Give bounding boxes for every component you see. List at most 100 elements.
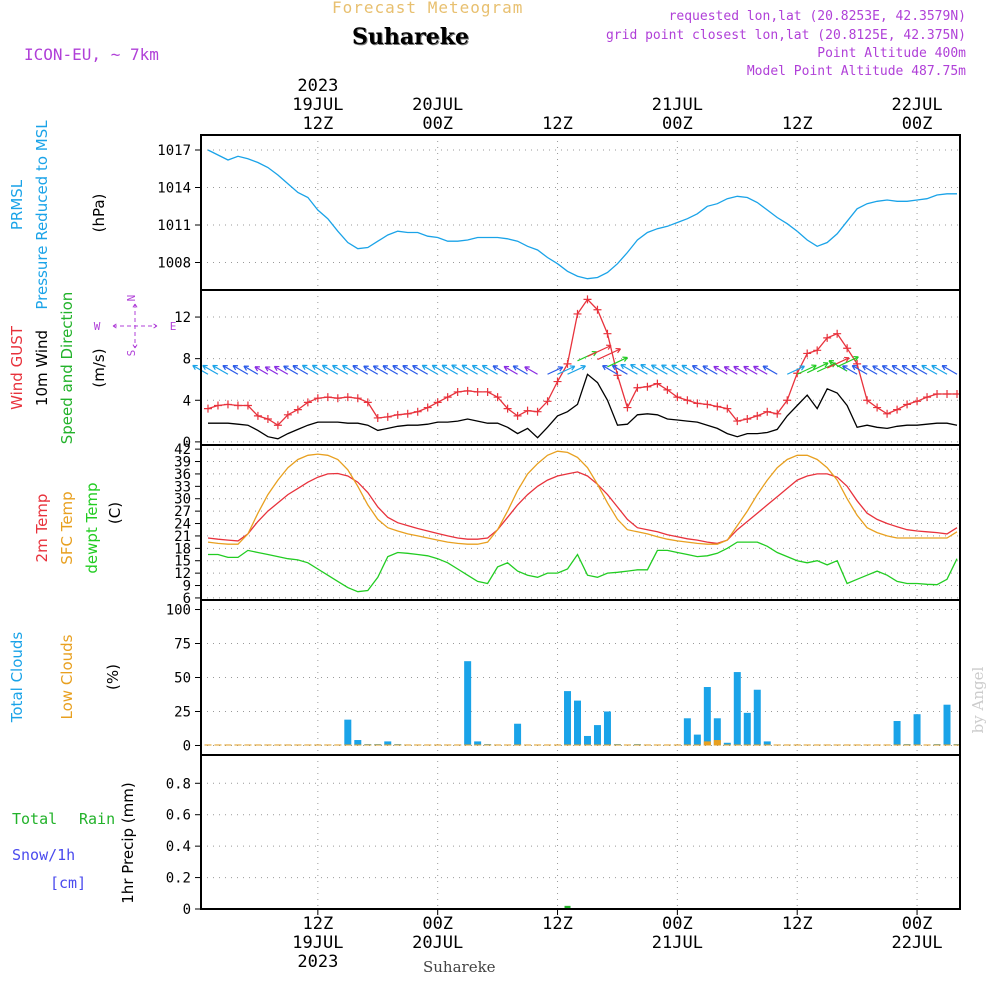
clouds-bar [244, 744, 252, 746]
temperature-series-line-2 [208, 541, 958, 593]
wind-direction-arrow [421, 364, 438, 375]
clouds-bar [334, 744, 342, 746]
temp-label-dewpt: dewpt Temp [83, 482, 101, 573]
clouds-bar [923, 744, 931, 746]
wind-arrow-head [431, 364, 438, 370]
gust-point-marker [483, 387, 492, 396]
precip-tick-label: 0.6 [166, 808, 191, 824]
wind-arrow-head [524, 366, 530, 372]
wind-arrow-head [606, 344, 612, 350]
gust-point-marker [893, 405, 902, 414]
gust-point-marker [663, 385, 672, 394]
bottom-time-label: 19JUL [292, 933, 343, 953]
wind-arrow-head [828, 360, 834, 366]
clouds-bar [464, 744, 472, 746]
pressure-label-unit: (hPa) [90, 194, 108, 233]
wind-label-speed-dir: Speed and Direction [58, 292, 76, 445]
clouds-bar [693, 744, 701, 746]
precip-label-unit: 1hr Precip (mm) [119, 782, 137, 903]
gust-point-marker [653, 379, 662, 388]
gust-point-marker [223, 400, 232, 409]
clouds-bar [534, 744, 542, 746]
wind-direction-arrow [312, 364, 329, 375]
wind-arrow-head [762, 365, 769, 371]
clouds-bar [484, 744, 492, 746]
wind-arrow-head [853, 355, 859, 362]
clouds-bar [793, 744, 801, 746]
wind-label-unit: (m/s) [90, 348, 108, 387]
wind-arrow-head [622, 356, 628, 362]
wind-direction-arrow [382, 365, 399, 375]
wind-arrow-head [931, 364, 937, 371]
wind-arrow-head [372, 365, 379, 371]
top-time-label: 12Z [542, 114, 573, 134]
clouds-bar [683, 718, 691, 746]
pressure-label-prmsl: PRMSL [8, 179, 26, 230]
wind-series-line-0 [207, 298, 957, 427]
clouds-bar [254, 744, 262, 746]
wind-direction-arrow [202, 364, 219, 375]
wind-direction-arrow [941, 365, 958, 375]
wind-direction-arrow [392, 365, 409, 375]
wind-arrow-head [264, 366, 271, 372]
clouds-bar [703, 687, 711, 746]
clouds-label-total: Total Clouds [8, 632, 26, 724]
clouds-bar [504, 744, 512, 746]
wind-arrow-head [702, 365, 708, 371]
wind-direction-arrow [743, 365, 758, 375]
clouds-bar [234, 744, 242, 746]
gust-point-marker [293, 405, 302, 414]
wind-direction-arrow [806, 362, 829, 374]
gust-point-marker [373, 413, 382, 422]
clouds-bar [394, 744, 402, 746]
wind-direction-arrow [661, 364, 678, 375]
gust-point-marker [513, 411, 522, 420]
pressure-series-line-0 [207, 149, 957, 280]
clouds-bar [743, 712, 751, 746]
gust-point-marker [763, 407, 772, 416]
wind-direction-arrow [264, 366, 279, 375]
compass-east: E [170, 320, 177, 333]
clouds-bar [593, 725, 601, 746]
compass-west: W [94, 320, 101, 333]
gust-point-marker [943, 390, 952, 399]
wind-direction-arrow [891, 365, 908, 375]
clouds-bar [613, 744, 621, 746]
gust-point-marker [343, 393, 352, 402]
gust-point-marker [423, 403, 432, 412]
wind-direction-arrow [597, 348, 621, 361]
wind-arrow-head [243, 365, 249, 371]
clouds-bar [214, 744, 222, 746]
wind-direction-arrow [753, 365, 768, 375]
pressure-panel-frame [200, 134, 961, 291]
clouds-bar [434, 744, 442, 746]
precip-label-rain: Rain [79, 810, 115, 828]
point-altitude: Point Altitude 400m [817, 46, 966, 61]
clouds-bar [683, 744, 691, 746]
wind-arrow-head [342, 364, 348, 371]
clouds-bar [773, 744, 781, 746]
clouds-bar [224, 744, 232, 746]
compass-south: S [125, 350, 138, 357]
wind-arrow-head [921, 364, 927, 371]
clouds-bar [853, 744, 861, 746]
wind-arrow-head [842, 365, 848, 371]
clouds-bar [893, 744, 901, 746]
gust-point-marker [503, 404, 512, 413]
watermark: by Angel [969, 666, 987, 734]
clouds-bar [404, 744, 412, 746]
wind-arrow-head [640, 364, 646, 370]
top-time-label: 19JUL [292, 95, 343, 115]
bottom-time-label: 20JUL [412, 933, 463, 953]
clouds-bar [903, 744, 911, 746]
clouds-bar [763, 741, 771, 746]
wind-arrow-head [580, 364, 586, 371]
clouds-bar [663, 744, 671, 746]
gust-point-marker [353, 394, 362, 403]
clouds-bar [514, 744, 522, 746]
gust-point-marker [443, 393, 452, 402]
model-label: ICON-EU, ~ 7km [24, 45, 159, 64]
gust-point-marker [213, 401, 222, 410]
clouds-bar [913, 744, 921, 746]
clouds-bar [933, 744, 941, 746]
